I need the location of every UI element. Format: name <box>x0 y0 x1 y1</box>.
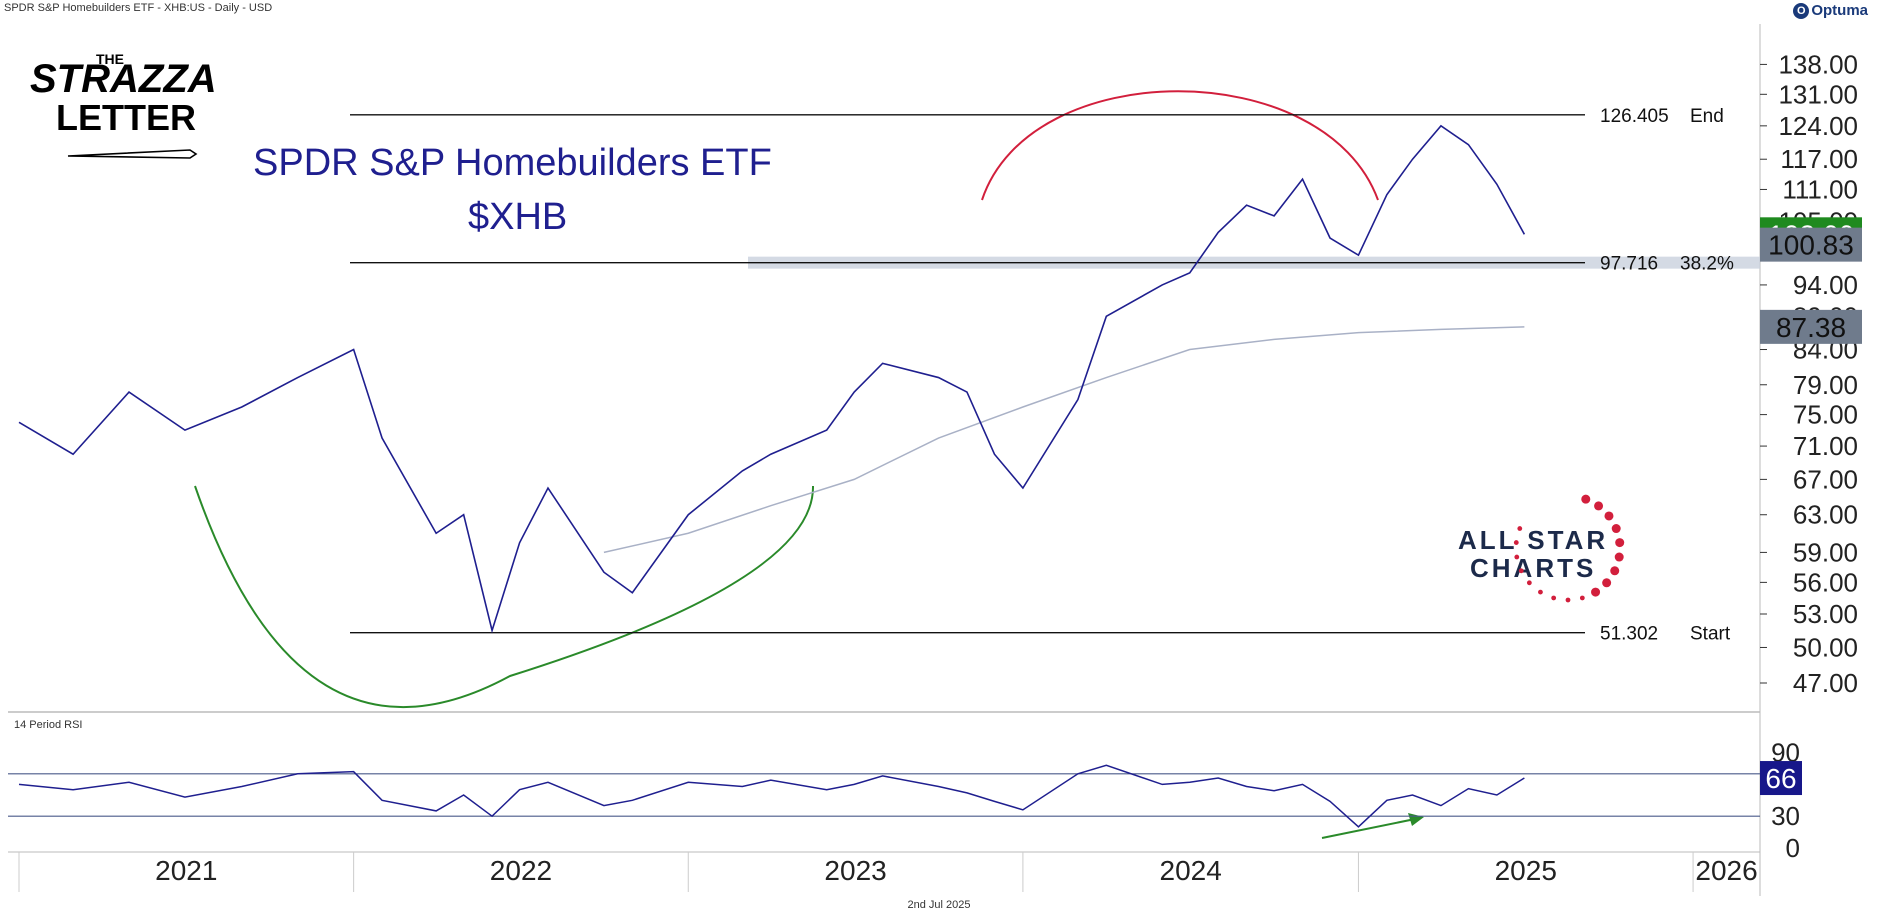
star-icon <box>1579 595 1585 601</box>
y-tick-label: 124.00 <box>1778 111 1858 141</box>
star-icon <box>1611 524 1621 534</box>
value-box <box>1760 309 1862 344</box>
y-tick-label: 50.00 <box>1793 632 1858 662</box>
y-tick-label: 47.00 <box>1793 668 1858 698</box>
x-axis-label: 2021 <box>155 855 217 886</box>
y-tick-label: 53.00 <box>1793 599 1858 629</box>
y-tick-label: 117.00 <box>1780 144 1858 174</box>
star-icon <box>1602 578 1612 588</box>
allstar-line1: ALL STAR <box>1458 525 1608 555</box>
optuma-brand: O Optuma <box>1793 2 1868 19</box>
x-axis-label: 2022 <box>490 855 552 886</box>
level-value-label: 97.716 <box>1600 254 1658 275</box>
value-box-label: 100.83 <box>1768 230 1854 261</box>
y-tick-label: 63.00 <box>1793 500 1858 530</box>
moving-average-line <box>603 326 1525 554</box>
y-tick-label: 56.00 <box>1793 567 1858 597</box>
star-icon <box>1538 589 1543 595</box>
rsi-y-tick-label: 30 <box>1771 801 1800 831</box>
level-value-label: 126.405 <box>1600 106 1669 127</box>
chart-header-title: SPDR S&P Homebuilders ETF - XHB:US - Dai… <box>4 2 273 14</box>
star-icon <box>1514 554 1520 560</box>
star-icon <box>1610 566 1620 576</box>
optuma-logo-icon: O <box>1793 2 1810 19</box>
rsi-panel-title: 14 Period RSI <box>14 719 82 731</box>
all-star-charts-logo: ALL STAR CHARTS <box>1458 494 1625 603</box>
strazza-the: THE <box>96 51 124 67</box>
y-tick-label: 79.00 <box>1793 370 1858 400</box>
y-tick-label: 67.00 <box>1793 464 1858 494</box>
y-tick-label: 75.00 <box>1793 400 1858 430</box>
allstar-line2: CHARTS <box>1470 553 1596 583</box>
rsi-y-tick-label: 0 <box>1786 833 1800 863</box>
star-icon <box>1604 511 1614 521</box>
star-icon <box>1565 597 1571 603</box>
x-axis-label: 2024 <box>1160 855 1222 886</box>
y-tick-label: 131.00 <box>1778 79 1858 109</box>
optuma-brand-label: Optuma <box>1811 2 1868 19</box>
star-ring-icon <box>1513 494 1625 603</box>
value-box <box>1760 227 1862 262</box>
level-tag-label: Start <box>1690 624 1731 645</box>
level-value-label: 51.302 <box>1600 624 1658 645</box>
strazza-word2: LETTER <box>56 97 196 138</box>
star-icon <box>1513 540 1519 545</box>
rsi-value-box <box>1760 761 1802 796</box>
x-axis-label: 2025 <box>1495 855 1557 886</box>
arrowhead-icon <box>1408 813 1424 826</box>
y-tick-label: 94.00 <box>1793 270 1858 300</box>
star-icon <box>1526 580 1532 586</box>
chart-title: SPDR S&P Homebuilders ETF <box>253 142 772 184</box>
level-tag-label: End <box>1690 106 1724 127</box>
dome-arc-annotation <box>981 90 1379 201</box>
pen-nib-icon <box>67 149 198 159</box>
chart-canvas: THE STRAZZA LETTER SPDR S&P Homebuilders… <box>8 24 1862 896</box>
y-tick-label: 59.00 <box>1793 537 1858 567</box>
rsi-value-label: 66 <box>1765 763 1796 794</box>
rsi-line <box>18 764 1525 828</box>
footer-date: 2nd Jul 2025 <box>907 899 971 911</box>
y-tick-label: 71.00 <box>1793 431 1858 461</box>
price-line <box>18 124 1526 634</box>
x-axis-label: 2023 <box>824 855 886 886</box>
star-icon <box>1614 552 1624 562</box>
star-icon <box>1551 595 1557 601</box>
star-icon <box>1581 494 1591 504</box>
strazza-letter-logo: THE STRAZZA LETTER <box>30 51 217 159</box>
y-tick-label: 138.00 <box>1778 49 1858 79</box>
cup-arc-annotation <box>194 485 815 709</box>
rsi-divergence-arrow <box>1321 817 1421 839</box>
star-icon <box>1517 526 1523 531</box>
chart-subtitle: $XHB <box>468 196 567 238</box>
star-icon <box>1518 568 1524 574</box>
x-axis-label: 2026 <box>1695 855 1757 886</box>
value-box-label: 87.38 <box>1776 312 1846 343</box>
star-icon <box>1591 587 1601 597</box>
level-tag-label: 38.2% <box>1680 254 1734 275</box>
star-icon <box>1615 538 1625 548</box>
strazza-word1: STRAZZA <box>30 57 217 101</box>
star-icon <box>1594 501 1604 511</box>
y-tick-label: 111.00 <box>1782 174 1858 204</box>
